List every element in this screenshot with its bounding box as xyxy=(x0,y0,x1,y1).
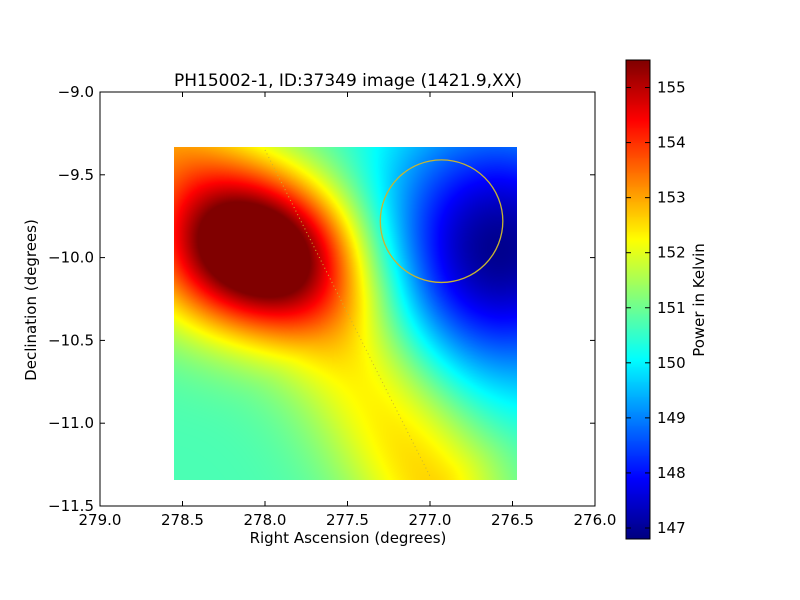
y-tick-label: −10.5 xyxy=(48,331,94,349)
y-axis-label: Declination (degrees) xyxy=(22,219,40,381)
colorbar-frame xyxy=(625,59,651,540)
x-axis-label: Right Ascension (degrees) xyxy=(250,529,447,547)
x-tick-label: 279.0 xyxy=(79,511,122,529)
colorbar-tick-label: 155 xyxy=(657,79,686,97)
plot-area: 279.0 278.5 278.0 277.5 277.0 276.5 276.0 −9.0… xyxy=(48,83,616,529)
x-tick-label: 278.0 xyxy=(244,511,287,529)
dotted-line xyxy=(264,149,431,477)
colorbar-tick-label: 151 xyxy=(657,299,686,317)
overlays xyxy=(264,149,504,477)
beam-circle xyxy=(379,159,504,284)
y-tick-label: −11.5 xyxy=(48,497,94,515)
x-tick-label: 277.5 xyxy=(326,511,369,529)
x-axis-ticks: 279.0 278.5 278.0 277.5 277.0 276.5 276.0 xyxy=(79,92,617,529)
y-tick-label: −10.0 xyxy=(48,249,94,267)
colorbar-tick-label: 154 xyxy=(657,134,686,152)
y-tick-label: −9.5 xyxy=(58,166,94,184)
colorbar-tick-label: 147 xyxy=(657,519,686,537)
x-tick-label: 278.5 xyxy=(161,511,204,529)
colorbar-gradient xyxy=(626,60,650,539)
colorbar-tick-label: 149 xyxy=(657,409,686,427)
colorbar-tick-label: 148 xyxy=(657,464,686,482)
x-tick-label: 277.0 xyxy=(409,511,452,529)
x-tick-label: 276.5 xyxy=(491,511,534,529)
y-axis-ticks: −9.0 −9.5 −10.0 −10.5 −11.0 −11.5 xyxy=(48,83,595,515)
x-tick-label: 276.0 xyxy=(574,511,617,529)
colorbar-tick-label: 150 xyxy=(657,354,686,372)
colorbar-label: Power in Kelvin xyxy=(690,243,708,357)
y-tick-label: −11.0 xyxy=(48,414,94,432)
colorbar: 147 148 149 150 151 152 153 154 155 Power in Kel… xyxy=(625,59,708,540)
colorbar-tick-label: 152 xyxy=(657,244,686,262)
colorbar-ticks: 147 148 149 150 151 152 153 154 155 xyxy=(626,79,686,537)
colorbar-tick-label: 153 xyxy=(657,189,686,207)
y-tick-label: −9.0 xyxy=(58,83,94,101)
chart-title: PH15002-1, ID:37349 image (1421.9,XX) xyxy=(174,71,522,91)
heatmap-image xyxy=(174,147,517,480)
